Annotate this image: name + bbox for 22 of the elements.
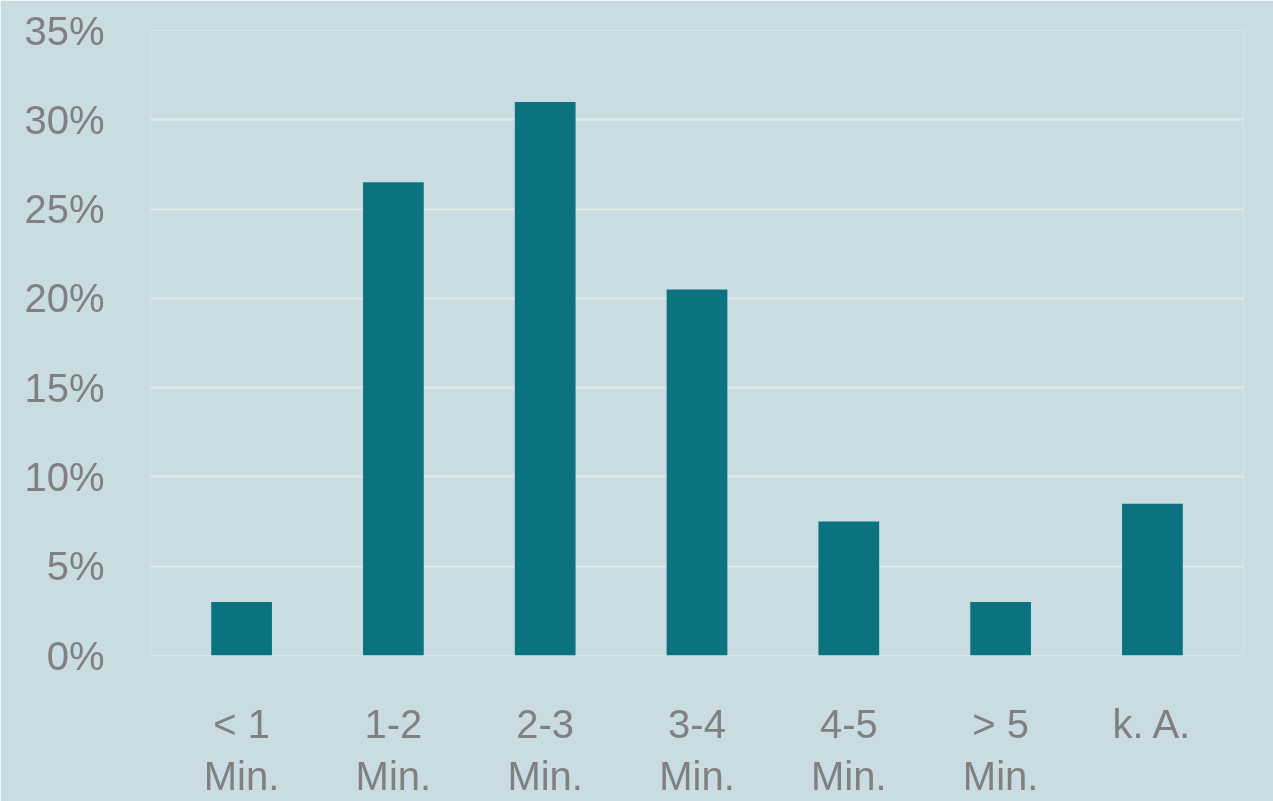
x-tick-label: 3-4 Min.	[659, 701, 735, 799]
y-tick-label: 25%	[24, 187, 105, 232]
x-tick-label: 4-5 Min.	[811, 701, 887, 799]
y-tick-label: 0%	[46, 633, 105, 678]
y-tick-label: 20%	[24, 276, 105, 321]
y-tick-label: 15%	[24, 365, 105, 410]
y-tick-label: 35%	[24, 8, 105, 53]
y-tick-label: 5%	[46, 544, 105, 589]
y-tick-label: 10%	[24, 454, 105, 499]
x-tick-label: < 1 Min.	[203, 701, 280, 799]
bar	[211, 601, 272, 656]
bar	[514, 101, 576, 656]
bar	[1122, 503, 1183, 656]
bar	[363, 182, 424, 656]
bar	[970, 601, 1031, 656]
x-tick-label: k. A.	[1112, 701, 1191, 746]
x-tick-label: 1-2 Min.	[355, 701, 432, 799]
bar	[818, 521, 880, 656]
y-tick-label: 30%	[24, 97, 105, 142]
x-tick-label: 2-3 Min.	[507, 701, 583, 799]
bar	[666, 289, 728, 656]
x-tick-label: > 5 Min.	[962, 701, 1039, 799]
